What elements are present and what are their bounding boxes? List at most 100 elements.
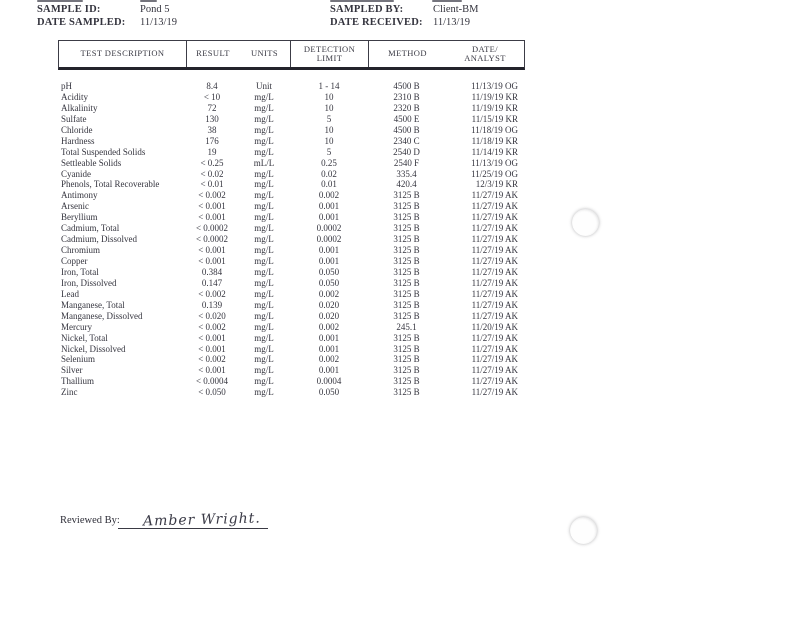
cell-test-description: Manganese, Dissolved xyxy=(61,310,143,321)
cell-result: < 0.0004 xyxy=(195,376,229,387)
table-row: Chloride 38 mg/L 10 4500 B 11/18/19 OG xyxy=(58,125,523,136)
cell-detection-limit: 0.001 xyxy=(318,343,340,354)
cell-method: 2540 D xyxy=(393,146,420,157)
cell-detection-limit: 10 xyxy=(324,91,334,102)
cell-units: Unit xyxy=(255,81,272,91)
cell-units: mg/L xyxy=(254,277,274,288)
cell-date-analyst: 11/20/19 AK xyxy=(471,321,518,332)
results-table-body: pH 8.4 Unit 1 - 14 4500 B 11/13/19 OG Ac… xyxy=(58,81,523,398)
table-row: Thallium < 0.0004 mg/L 0.0004 3125 B 11/… xyxy=(58,376,523,387)
cell-detection-limit: 0.001 xyxy=(318,332,340,343)
cell-date-analyst: 11/27/19 AK xyxy=(471,234,518,245)
cell-date-analyst: 11/19/19 KR xyxy=(471,91,518,102)
cell-result: 72 xyxy=(207,102,217,113)
cell-result: < 0.001 xyxy=(198,332,226,343)
reviewed-by-label: Reviewed By: xyxy=(60,515,120,526)
cell-result: 8.4 xyxy=(206,81,218,91)
column-header-units: UNITS xyxy=(239,41,291,67)
cell-test-description: Beryllium xyxy=(61,212,98,223)
cell-method: 4500 B xyxy=(393,81,420,91)
cell-detection-limit: 0.25 xyxy=(321,157,337,168)
cell-units: mg/L xyxy=(254,266,274,277)
cell-date-analyst: 11/18/19 OG xyxy=(471,124,518,135)
cell-units: mg/L xyxy=(254,354,274,365)
cell-result: 0.384 xyxy=(201,266,223,277)
cell-test-description: Zinc xyxy=(61,387,78,398)
cell-units: mg/L xyxy=(254,245,274,256)
cell-detection-limit: 0.001 xyxy=(318,245,340,256)
cell-units: mg/L xyxy=(254,288,274,299)
table-row: Manganese, Dissolved < 0.020 mg/L 0.020 … xyxy=(58,311,523,322)
reviewer-signature: Amber Wright. xyxy=(142,510,261,530)
cell-units: mL/L xyxy=(253,157,275,168)
cell-result: 176 xyxy=(205,135,219,146)
date-received-label: DATE RECEIVED: xyxy=(330,17,423,28)
cell-method: 245.1 xyxy=(396,321,417,332)
table-row: Cyanide < 0.02 mg/L 0.02 335.4 11/25/19 … xyxy=(58,169,523,180)
cell-date-analyst: 11/27/19 AK xyxy=(471,332,518,343)
cell-result: < 0.002 xyxy=(198,321,226,332)
date-sampled-label: DATE SAMPLED: xyxy=(37,17,126,28)
cell-date-analyst: 11/27/19 AK xyxy=(471,354,518,365)
cell-test-description: pH xyxy=(61,81,72,91)
date-sampled-value: 11/13/19 xyxy=(140,17,177,28)
cell-method: 3125 B xyxy=(393,387,420,398)
table-row: Beryllium < 0.001 mg/L 0.001 3125 B 11/2… xyxy=(58,212,523,223)
cell-units: mg/L xyxy=(254,365,274,376)
table-row: Sulfate 130 mg/L 5 4500 E 11/15/19 KR xyxy=(58,114,523,125)
cell-test-description: Lead xyxy=(61,288,79,299)
cell-result: < 0.0002 xyxy=(195,223,229,234)
cell-detection-limit: 1 - 14 xyxy=(318,81,340,91)
cell-units: mg/L xyxy=(254,234,274,245)
cell-method: 3125 B xyxy=(393,190,420,201)
cell-detection-limit: 5 xyxy=(326,146,332,157)
cell-date-analyst: 11/27/19 AK xyxy=(471,190,518,201)
cell-test-description: Nickel, Dissolved xyxy=(61,343,126,354)
table-row: Nickel, Total < 0.001 mg/L 0.001 3125 B … xyxy=(58,333,523,344)
cell-date-analyst: 11/27/19 AK xyxy=(471,365,518,376)
cell-detection-limit: 0.01 xyxy=(321,179,337,190)
cell-method: 3125 B xyxy=(393,354,420,365)
cell-test-description: Arsenic xyxy=(61,201,89,212)
cell-date-analyst: 11/27/19 AK xyxy=(471,245,518,256)
cell-method: 4500 B xyxy=(393,124,420,135)
table-row: Lead < 0.002 mg/L 0.002 3125 B 11/27/19 … xyxy=(58,289,523,300)
cell-test-description: Silver xyxy=(61,365,83,376)
cell-result: < 0.001 xyxy=(198,201,226,212)
table-row: Settleable Solids < 0.25 mL/L 0.25 2540 … xyxy=(58,158,523,169)
cell-result: 38 xyxy=(207,124,217,135)
cell-result: 19 xyxy=(207,146,217,157)
cell-units: mg/L xyxy=(254,387,274,398)
table-row: Hardness 176 mg/L 10 2340 C 11/18/19 KR xyxy=(58,136,523,147)
cell-units: mg/L xyxy=(254,124,274,135)
table-row: Antimony < 0.002 mg/L 0.002 3125 B 11/27… xyxy=(58,190,523,201)
cell-test-description: Chromium xyxy=(61,245,101,256)
cell-detection-limit: 0.002 xyxy=(318,288,340,299)
cell-method: 2310 B xyxy=(393,91,420,102)
cell-result: < 0.001 xyxy=(198,343,226,354)
table-row: Cadmium, Dissolved < 0.0002 mg/L 0.0002 … xyxy=(58,234,523,245)
cell-result: < 0.001 xyxy=(198,212,226,223)
cell-test-description: Cadmium, Dissolved xyxy=(61,234,137,245)
cell-units: mg/L xyxy=(254,212,274,223)
cell-method: 3125 B xyxy=(393,277,420,288)
cell-result: < 0.02 xyxy=(200,168,224,179)
sampled-by-label: SAMPLED BY: xyxy=(330,4,404,15)
table-row: Total Suspended Solids 19 mg/L 5 2540 D … xyxy=(58,147,523,158)
table-row: Silver < 0.001 mg/L 0.001 3125 B 11/27/1… xyxy=(58,365,523,376)
cell-result: < 10 xyxy=(203,91,221,102)
cell-date-analyst: 11/13/19 OG xyxy=(471,157,518,168)
date-received-value: 11/13/19 xyxy=(433,17,470,28)
cell-result: < 0.001 xyxy=(198,365,226,376)
cell-method: 3125 B xyxy=(393,266,420,277)
cell-units: mg/L xyxy=(254,179,274,190)
table-row: Phenols, Total Recoverable < 0.01 mg/L 0… xyxy=(58,179,523,190)
cell-units: mg/L xyxy=(254,146,274,157)
cell-units: mg/L xyxy=(254,201,274,212)
cell-date-analyst: 11/18/19 KR xyxy=(471,135,518,146)
cell-result: < 0.25 xyxy=(200,157,224,168)
cell-date-analyst: 11/27/19 AK xyxy=(471,201,518,212)
cell-result: < 0.0002 xyxy=(195,234,229,245)
cell-method: 3125 B xyxy=(393,376,420,387)
